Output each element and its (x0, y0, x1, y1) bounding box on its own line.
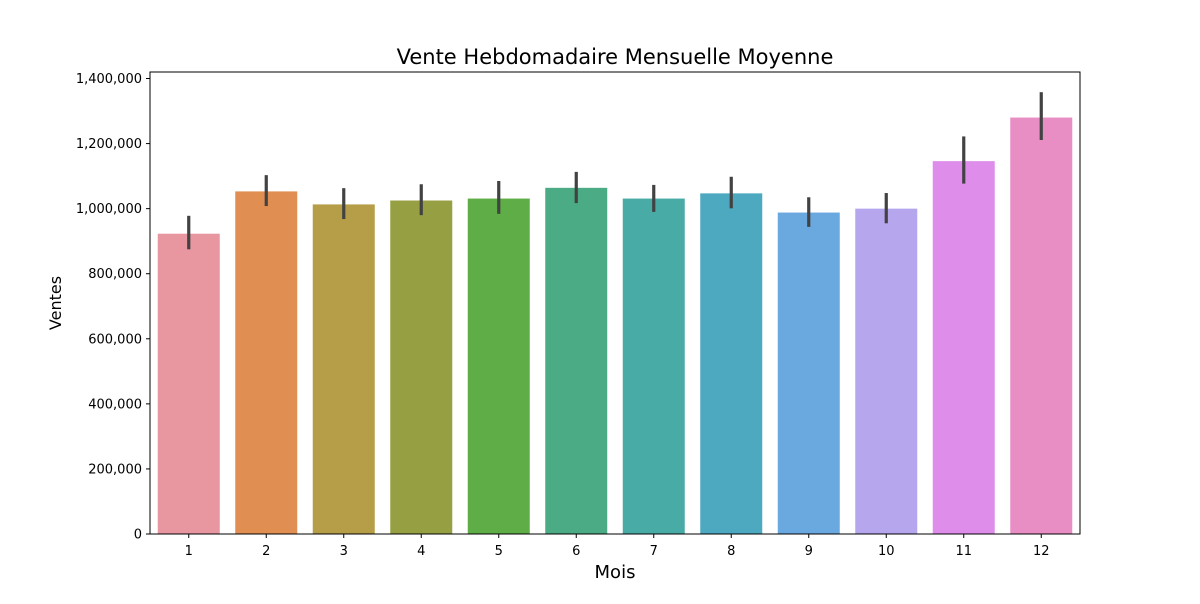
x-tick-label: 7 (650, 544, 658, 559)
y-tick-label: 200,000 (88, 462, 142, 477)
x-tick-label: 9 (805, 544, 813, 559)
y-axis-title: Ventes (46, 276, 65, 330)
bar-month-7 (622, 198, 685, 535)
x-tick-label: 2 (262, 544, 270, 559)
x-tick-label: 3 (340, 544, 348, 559)
bar-month-11 (932, 161, 995, 534)
x-tick-label: 4 (417, 544, 425, 559)
x-axis-title: Mois (595, 562, 636, 583)
x-tick-label: 5 (495, 544, 503, 559)
bar-month-1 (157, 233, 220, 534)
y-tick-label: 1,200,000 (76, 137, 142, 152)
bar-month-3 (312, 204, 375, 534)
bar-month-2 (235, 191, 298, 534)
ticks-layer: 1 2 3 4 5 6 7 8 9 10 11 120200,000400,000600,000800… (76, 72, 1050, 559)
y-tick-label: 600,000 (88, 332, 142, 347)
x-tick-label: 11 (955, 544, 972, 559)
bar-month-9 (777, 212, 840, 534)
bar-month-8 (700, 193, 763, 535)
bar-month-12 (1010, 117, 1073, 535)
y-tick-label: 1,000,000 (76, 202, 142, 217)
x-tick-label: 8 (727, 544, 735, 559)
x-tick-label: 12 (1033, 544, 1050, 559)
y-tick-label: 800,000 (88, 267, 142, 282)
chart-title: Vente Hebdomadaire Mensuelle Moyenne (397, 45, 834, 69)
x-tick-label: 6 (572, 544, 580, 559)
bar-month-4 (390, 200, 453, 534)
bar-month-6 (545, 187, 608, 534)
y-tick-label: 1,400,000 (76, 72, 142, 87)
bars-layer (157, 117, 1073, 535)
x-tick-label: 10 (878, 544, 895, 559)
bar-month-5 (467, 198, 530, 535)
x-tick-label: 1 (185, 544, 193, 559)
y-tick-label: 400,000 (88, 397, 142, 412)
error-bars-layer (187, 92, 1043, 250)
plot-frame (149, 71, 1081, 535)
y-tick-label: 0 (134, 528, 142, 543)
bar-month-10 (855, 208, 918, 534)
